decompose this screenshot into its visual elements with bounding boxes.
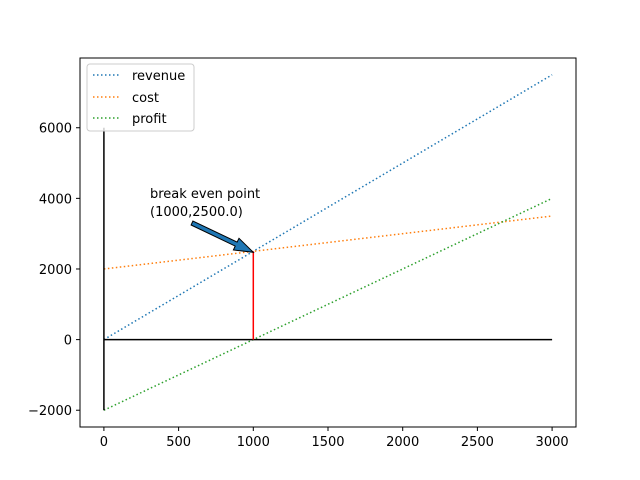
x-tick-label: 3000 xyxy=(536,435,569,450)
x-tick-label: 500 xyxy=(166,435,191,450)
legend: revenue cost profit xyxy=(86,63,195,132)
series-line-profit xyxy=(103,197,553,411)
series-line-cost xyxy=(103,215,553,270)
legend-box xyxy=(86,63,195,132)
y-tick-label: 6000 xyxy=(39,122,72,137)
annotation-line-1: break even point xyxy=(150,187,260,202)
x-tick-label: 2000 xyxy=(386,435,419,450)
annotation-line-2: (1000,2500.0) xyxy=(150,205,243,220)
y-tick-label: −2000 xyxy=(28,404,72,419)
y-tick-label: 2000 xyxy=(39,263,72,278)
x-tick-label: 2500 xyxy=(461,435,494,450)
plot-area xyxy=(103,74,553,411)
series-line-revenue xyxy=(103,74,553,341)
legend-label-cost: cost xyxy=(132,91,159,106)
legend-label-revenue: revenue xyxy=(132,69,185,84)
annotation-arrow xyxy=(190,220,255,253)
legend-label-profit: profit xyxy=(132,112,167,127)
x-tick-label: 1500 xyxy=(311,435,344,450)
y-tick-label: 4000 xyxy=(39,192,72,207)
break-even-annotation: break even point (1000,2500.0) xyxy=(150,187,260,253)
y-axis: −2000 0 2000 4000 6000 xyxy=(28,122,80,419)
x-tick-label: 1000 xyxy=(237,435,270,450)
y-tick-label: 0 xyxy=(64,334,72,349)
x-tick-label: 0 xyxy=(100,435,108,450)
x-axis: 0 500 1000 1500 2000 2500 3000 xyxy=(100,427,569,450)
